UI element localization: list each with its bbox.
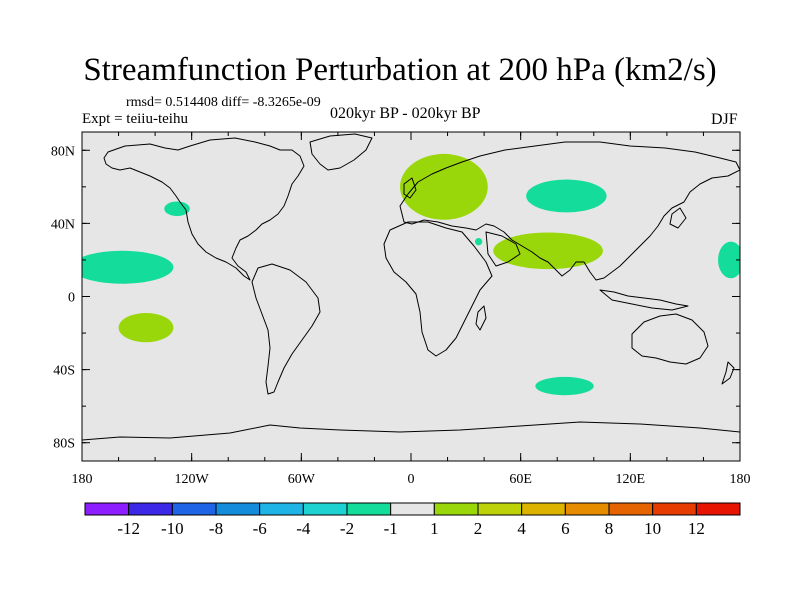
colorbar-label: 1 xyxy=(430,519,439,538)
colorbar-box xyxy=(608,502,654,516)
colorbar-box xyxy=(215,502,261,516)
coast-australia xyxy=(631,313,709,365)
colorbar-box xyxy=(521,502,566,516)
region-south-asia xyxy=(493,232,603,270)
colorbar-label: 12 xyxy=(688,519,705,538)
colorbar-label: 10 xyxy=(644,519,661,538)
x-tick-label: 120W xyxy=(175,472,210,487)
colorbar-box xyxy=(564,502,610,516)
colorbar-box xyxy=(652,502,697,516)
colorbar-label: -8 xyxy=(209,519,223,538)
y-tick-label: 80S xyxy=(53,437,75,452)
colorbar-box xyxy=(346,502,392,516)
colorbar-labels: -12 -10 -8 -6 -4 -2 -1 1 2 4 6 8 10 12 xyxy=(117,519,705,538)
experiment-label: Expt = teiiu-teihu xyxy=(82,111,188,127)
colorbar-label: -6 xyxy=(253,519,267,538)
colorbar-box xyxy=(390,502,435,516)
x-tick-label: 180 xyxy=(730,472,751,487)
colorbar-label: 8 xyxy=(605,519,614,538)
coast-eurasia xyxy=(399,141,740,281)
coast-africa xyxy=(383,221,493,357)
coast-greenland xyxy=(309,133,373,171)
colorbar xyxy=(84,502,741,516)
region-south-pacific xyxy=(118,312,174,343)
x-tick-label: 120E xyxy=(616,472,646,487)
region-central-pacific-north xyxy=(82,250,174,284)
coast-new-zealand xyxy=(721,361,735,385)
region-nw-america xyxy=(164,201,190,217)
map-plot-area xyxy=(82,132,740,461)
colorbar-box xyxy=(128,502,173,516)
colorbar-label: 2 xyxy=(474,519,483,538)
region-central-asia xyxy=(526,179,607,213)
coast-british-isles xyxy=(403,177,417,199)
stats-text: rmsd= 0.514408 diff= -8.3265e-09 xyxy=(126,95,321,110)
colorbar-box xyxy=(695,502,741,516)
y-tick-label: 40S xyxy=(53,364,75,379)
chart-title: Streamfunction Perturbation at 200 hPa (… xyxy=(83,52,717,88)
region-west-pacific xyxy=(718,241,740,279)
x-tick-label: 60W xyxy=(288,472,316,487)
region-north-atlantic-europe xyxy=(400,153,488,220)
colorbar-box xyxy=(477,502,523,516)
coast-madagascar xyxy=(475,305,487,331)
y-tick-label: 80N xyxy=(51,144,75,159)
colorbar-label: -4 xyxy=(296,519,311,538)
colorbar-box xyxy=(84,502,130,516)
x-tick-label: 180 xyxy=(72,472,93,487)
colorbar-label: -1 xyxy=(384,519,398,538)
x-tick-label: 60E xyxy=(509,472,532,487)
region-red-sea-small xyxy=(474,238,483,246)
coast-indonesia xyxy=(599,289,689,311)
axis-ticks xyxy=(81,132,741,461)
colorbar-label: -12 xyxy=(117,519,140,538)
coast-antarctica xyxy=(82,421,740,441)
region-southern-indian-ocean xyxy=(535,376,594,396)
colorbar-box xyxy=(171,502,217,516)
x-tick-label: 0 xyxy=(408,472,415,487)
anomaly-regions xyxy=(82,153,740,396)
period-label: 020kyr BP - 020kyr BP xyxy=(330,105,481,122)
y-tick-label: 0 xyxy=(68,291,75,306)
colorbar-label: -2 xyxy=(340,519,354,538)
coast-north-america xyxy=(103,137,305,281)
axis-tick-labels: 180 120W 60W 0 60E 120E 180 80N 40N 0 40S 80S xyxy=(51,144,751,487)
coastlines xyxy=(82,133,740,441)
colorbar-box xyxy=(433,502,479,516)
colorbar-label: 4 xyxy=(517,519,526,538)
coast-south-america xyxy=(251,263,321,395)
season-label: DJF xyxy=(711,111,738,128)
colorbar-box xyxy=(302,502,348,516)
y-tick-label: 40N xyxy=(51,217,75,232)
coast-japan xyxy=(669,207,687,229)
colorbar-box xyxy=(259,502,304,516)
colorbar-label: 6 xyxy=(561,519,570,538)
colorbar-label: -10 xyxy=(161,519,184,538)
coast-arabia xyxy=(485,231,521,267)
